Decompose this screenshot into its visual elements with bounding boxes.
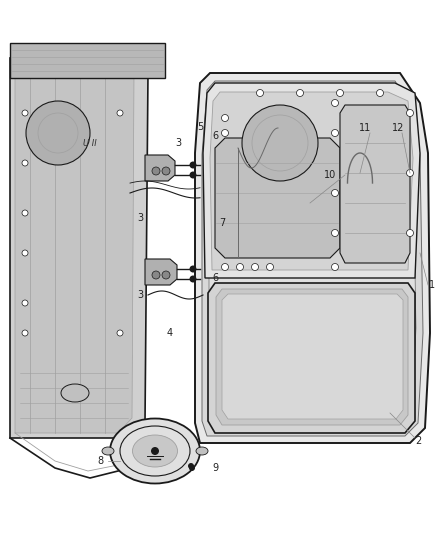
Polygon shape xyxy=(209,91,416,428)
Ellipse shape xyxy=(196,447,208,455)
Ellipse shape xyxy=(61,384,89,402)
Circle shape xyxy=(406,109,413,117)
Polygon shape xyxy=(15,63,134,433)
Circle shape xyxy=(222,115,229,122)
Circle shape xyxy=(332,190,339,197)
Text: 10: 10 xyxy=(324,170,336,180)
Circle shape xyxy=(266,263,273,271)
Circle shape xyxy=(162,167,170,175)
Circle shape xyxy=(222,263,229,271)
Circle shape xyxy=(237,263,244,271)
Ellipse shape xyxy=(133,435,177,467)
Circle shape xyxy=(297,90,304,96)
Text: 11: 11 xyxy=(359,123,371,133)
Polygon shape xyxy=(222,294,403,419)
Text: 7: 7 xyxy=(219,218,225,228)
Text: 3: 3 xyxy=(137,213,143,223)
Text: 9: 9 xyxy=(212,463,218,473)
Text: 2: 2 xyxy=(415,436,421,446)
Circle shape xyxy=(189,465,195,471)
Circle shape xyxy=(22,300,28,306)
Circle shape xyxy=(117,330,123,336)
Polygon shape xyxy=(202,81,423,436)
Polygon shape xyxy=(145,155,175,181)
Ellipse shape xyxy=(110,418,200,483)
Text: U II: U II xyxy=(83,139,97,148)
Text: 3: 3 xyxy=(175,138,181,148)
Text: 1: 1 xyxy=(429,280,435,290)
Circle shape xyxy=(406,230,413,237)
Circle shape xyxy=(190,161,197,168)
Circle shape xyxy=(332,130,339,136)
Circle shape xyxy=(117,110,123,116)
Text: 5: 5 xyxy=(197,122,203,132)
Circle shape xyxy=(190,276,197,282)
Polygon shape xyxy=(195,73,430,443)
Circle shape xyxy=(242,105,318,181)
Polygon shape xyxy=(215,138,340,258)
Polygon shape xyxy=(203,83,420,278)
Circle shape xyxy=(22,210,28,216)
Circle shape xyxy=(151,447,159,455)
Text: 6: 6 xyxy=(212,273,218,283)
Circle shape xyxy=(22,110,28,116)
Text: 6: 6 xyxy=(212,131,218,141)
Circle shape xyxy=(190,265,197,272)
Circle shape xyxy=(152,271,160,279)
Polygon shape xyxy=(145,259,177,285)
Circle shape xyxy=(332,263,339,271)
Circle shape xyxy=(377,90,384,96)
Circle shape xyxy=(332,230,339,237)
Circle shape xyxy=(152,167,160,175)
Circle shape xyxy=(332,100,339,107)
Circle shape xyxy=(190,172,197,179)
Polygon shape xyxy=(216,289,408,425)
Circle shape xyxy=(222,130,229,136)
Polygon shape xyxy=(10,58,148,438)
Circle shape xyxy=(251,263,258,271)
Circle shape xyxy=(22,250,28,256)
Circle shape xyxy=(22,160,28,166)
Text: 12: 12 xyxy=(392,123,404,133)
Circle shape xyxy=(26,101,90,165)
Polygon shape xyxy=(10,43,165,78)
Text: 8: 8 xyxy=(97,456,103,466)
Circle shape xyxy=(162,271,170,279)
Circle shape xyxy=(257,90,264,96)
Polygon shape xyxy=(340,105,410,263)
Text: 4: 4 xyxy=(167,328,173,338)
Circle shape xyxy=(406,169,413,176)
Circle shape xyxy=(336,90,343,96)
Circle shape xyxy=(22,330,28,336)
Polygon shape xyxy=(208,283,415,433)
Ellipse shape xyxy=(102,447,114,455)
Polygon shape xyxy=(210,92,413,270)
Text: 3: 3 xyxy=(137,290,143,300)
Circle shape xyxy=(188,463,194,469)
